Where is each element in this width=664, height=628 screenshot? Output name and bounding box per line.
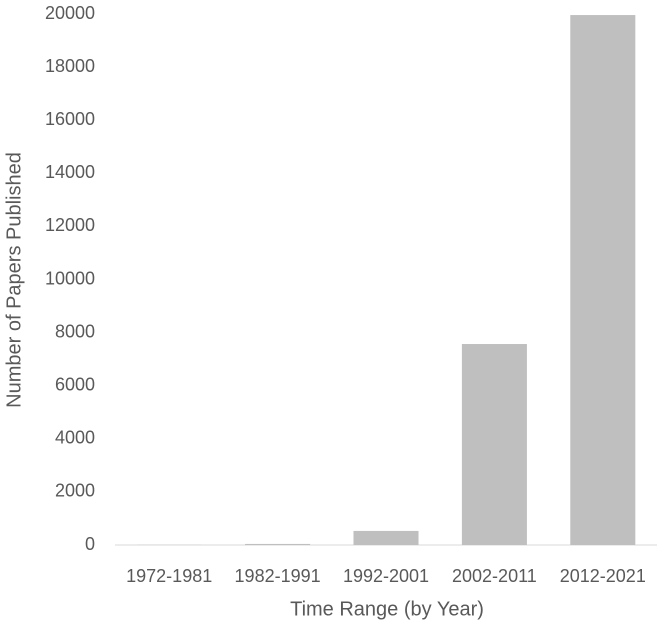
- y-tick-label: 16000: [45, 109, 95, 129]
- bar: [461, 344, 527, 545]
- y-tick-label: 0: [85, 534, 95, 554]
- x-tick-label: 2002-2011: [452, 566, 537, 586]
- y-tick-label: 8000: [55, 321, 95, 341]
- y-axis-title: Number of Papers Published: [3, 152, 25, 408]
- y-tick-label: 10000: [45, 268, 95, 288]
- x-tick-label: 1972-1981: [126, 566, 212, 586]
- x-tick-label: 2012-2021: [560, 566, 646, 586]
- bar: [570, 15, 636, 545]
- y-tick-label: 12000: [45, 215, 95, 235]
- bar: [245, 543, 311, 545]
- x-tick-label: 1982-1991: [235, 566, 321, 586]
- y-tick-label: 4000: [55, 428, 95, 448]
- y-tick-label: 14000: [45, 162, 95, 182]
- y-tick-label: 2000: [55, 481, 95, 501]
- x-tick-label: 1992-2001: [343, 566, 429, 586]
- y-tick-label: 6000: [55, 374, 95, 394]
- x-axis-title: Time Range (by Year): [290, 598, 484, 620]
- y-tick-label: 18000: [45, 56, 95, 76]
- y-tick-label: 20000: [45, 3, 95, 23]
- bar: [353, 530, 419, 545]
